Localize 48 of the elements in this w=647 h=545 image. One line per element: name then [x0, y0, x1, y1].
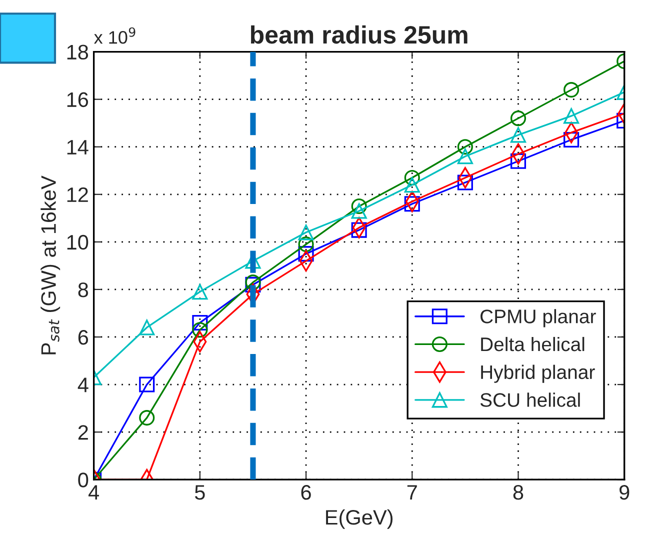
y-tick-label: 16: [67, 92, 88, 108]
y-axis-title: P$_{sat}$ (GW) at 16keV: [40, 176, 60, 354]
y-tick-label: 0: [78, 472, 88, 488]
point: [351, 198, 367, 214]
x-tick-label: 6: [301, 485, 311, 500]
y-tick-label: 18: [67, 44, 88, 60]
point: [351, 222, 367, 238]
point: [139, 410, 155, 426]
y-tick-label: 12: [67, 187, 88, 202]
legend-label: CPMU planar: [480, 309, 596, 328]
point: [564, 132, 580, 148]
legend-label: Hybrid planar: [481, 364, 595, 383]
x-tick-label: 8: [513, 485, 524, 500]
y-tick-label: 4: [78, 378, 88, 392]
point: [404, 177, 420, 193]
y-tick-label: 2: [78, 425, 88, 440]
point: [139, 320, 155, 336]
y-tick-label: 8: [78, 282, 88, 298]
y-tick-label: 6: [78, 330, 88, 345]
x-axis-title: E(GeV): [326, 509, 393, 529]
point: [298, 246, 314, 262]
x-tick-label: 9: [620, 485, 630, 500]
point: [192, 322, 208, 338]
legend-label: Delta helical: [481, 336, 584, 352]
point: [510, 110, 526, 126]
point: [564, 108, 580, 124]
y-tick-label: 14: [67, 140, 88, 154]
point: [298, 224, 314, 240]
y-tick-label: 10: [67, 234, 88, 250]
point: [510, 127, 526, 143]
text: x 10$^{9}$: [94, 27, 136, 44]
point: [298, 236, 314, 252]
point: [192, 314, 208, 331]
point: [192, 284, 208, 300]
x-tick-label: 4: [88, 485, 99, 500]
point: [404, 196, 420, 212]
x-tick-label: 7: [407, 485, 417, 500]
x-tick-label: 5: [194, 485, 205, 500]
chart-title: beam radius 25um: [250, 25, 468, 44]
point: [404, 170, 420, 186]
point: [510, 153, 526, 169]
point: [564, 82, 580, 98]
point: [457, 174, 473, 190]
point: [139, 376, 155, 392]
point: [351, 203, 367, 219]
point: [457, 139, 473, 155]
point: [457, 148, 473, 164]
legend-label: SCU helical: [480, 392, 580, 407]
